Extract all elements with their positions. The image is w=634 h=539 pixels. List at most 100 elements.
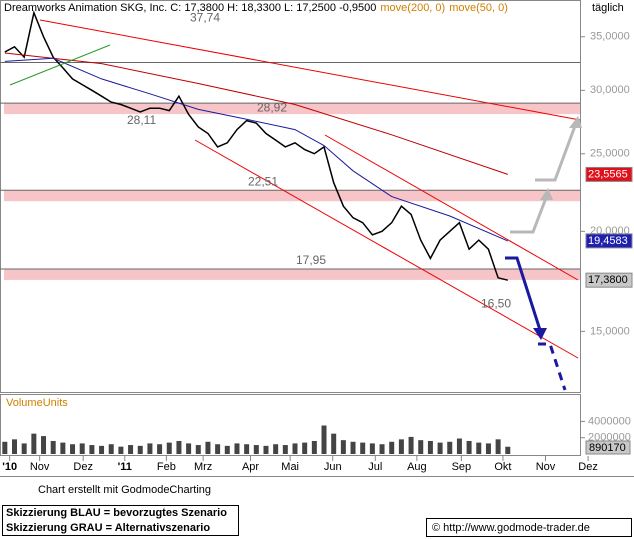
volume-bar [418, 440, 424, 454]
x-tick-label: '11 [118, 461, 132, 473]
volume-bar [253, 445, 259, 454]
x-tick-label: Jun [324, 461, 342, 473]
volume-bar [505, 446, 511, 454]
scenario-blue: Skizzierung BLAU = bevorzugtes Szenario [6, 507, 227, 519]
annotation: 17,95 [296, 253, 326, 267]
x-tick-label: Apr [242, 461, 259, 473]
volume-bar [389, 441, 395, 454]
volume-bar [186, 443, 192, 454]
volume-tick-label: 4000000 [588, 415, 631, 427]
volume-bar [31, 433, 37, 454]
volume-bar [166, 442, 172, 454]
arrow-head [533, 328, 547, 340]
y-tick-label: 15,0000 [590, 325, 630, 337]
scenario-box [2, 505, 239, 536]
x-tick-label: Mai [281, 461, 299, 473]
volume-bar [244, 444, 250, 454]
annotation: 28,11 [127, 113, 156, 127]
support-band [4, 103, 580, 115]
volume-bar [437, 442, 443, 454]
volume-bar [321, 425, 327, 454]
volume-bar [369, 443, 375, 454]
arrow-head [540, 188, 553, 200]
volume-bar [128, 445, 134, 454]
moving-average [4, 57, 508, 242]
volume-bar [273, 444, 279, 454]
volume-bar [108, 444, 114, 454]
volume-bar [263, 445, 269, 454]
annotation: 28,92 [257, 100, 287, 114]
x-tick-label: Okt [494, 461, 511, 473]
volume-label: VolumeUnits [6, 397, 68, 409]
credit: Chart erstellt mit GodmodeCharting [38, 484, 211, 496]
volume-bar [215, 444, 221, 454]
volume-bar [456, 438, 462, 454]
support-band [4, 268, 580, 280]
x-tick-label: Nov [536, 461, 556, 473]
scenario-path [538, 342, 567, 391]
volume-bar [118, 446, 124, 454]
volume-bar [292, 443, 298, 454]
volume-bar [447, 441, 453, 454]
volume-bar [302, 442, 308, 454]
x-tick-label: Dez [578, 461, 598, 473]
volume-bar [476, 442, 482, 454]
volume-bar [79, 443, 85, 454]
volume-bar [398, 439, 404, 454]
volume-bar [379, 444, 385, 454]
volume-bar [21, 443, 27, 454]
price-tag [585, 166, 633, 182]
trend-line [324, 134, 579, 281]
blue-scenario [505, 256, 567, 391]
trend-lines [9, 19, 581, 359]
volume-bar [485, 443, 491, 454]
moving-average [4, 52, 508, 175]
volume-bar [70, 444, 76, 454]
scenario-path [535, 125, 577, 182]
annotation: 16,50 [481, 296, 511, 310]
volume-bar [60, 442, 66, 454]
x-tick-label: Mrz [194, 461, 212, 473]
volume-bar [311, 440, 317, 454]
volume-bar [408, 436, 414, 454]
volume-bar [466, 440, 472, 454]
y-tick-label: 35,0000 [590, 31, 630, 43]
y-tick-label: 25,0000 [590, 148, 630, 160]
annotation: 22,51 [248, 174, 278, 188]
chart-title: Dreamworks Animation SKG, Inc. C: 17,380… [4, 2, 376, 14]
frequency: täglich [592, 2, 624, 14]
price-line [4, 10, 508, 281]
x-tick-label: Aug [407, 461, 427, 473]
x-tick-label: Sep [452, 461, 472, 473]
price-tag-label: 19,4583 [588, 235, 628, 247]
volume-bar [176, 440, 182, 454]
volume-bar [99, 445, 105, 454]
source-box [426, 518, 632, 537]
volume-bar [205, 441, 211, 454]
trend-line [194, 139, 579, 359]
volume-bar [495, 439, 501, 454]
y-tick-label: 30,0000 [590, 84, 630, 96]
price-tag-label: 17,3800 [588, 274, 628, 286]
trend-line [9, 44, 111, 86]
arrow-head [569, 116, 582, 128]
price-tag-label: 23,5565 [588, 168, 628, 180]
volume-bar [360, 442, 366, 454]
volume-bar [50, 440, 56, 454]
price-tag [585, 272, 633, 288]
volume-bar [89, 445, 95, 454]
gray-scenario [510, 116, 582, 234]
scenario-path [510, 197, 548, 234]
price-frame [0, 0, 581, 393]
volume-bar [234, 443, 240, 454]
volume-tag [585, 440, 631, 455]
volume-bar [340, 440, 346, 454]
volume-bar [331, 433, 337, 454]
scenario-path [505, 256, 542, 331]
volume-bar [157, 444, 163, 454]
scenario-gray: Skizzierung GRAU = Alternativszenario [6, 522, 210, 534]
volume-tag-label: 890170 [589, 442, 626, 454]
volume-bar [224, 445, 230, 454]
legend-entry: move(50, 0) [449, 2, 508, 14]
